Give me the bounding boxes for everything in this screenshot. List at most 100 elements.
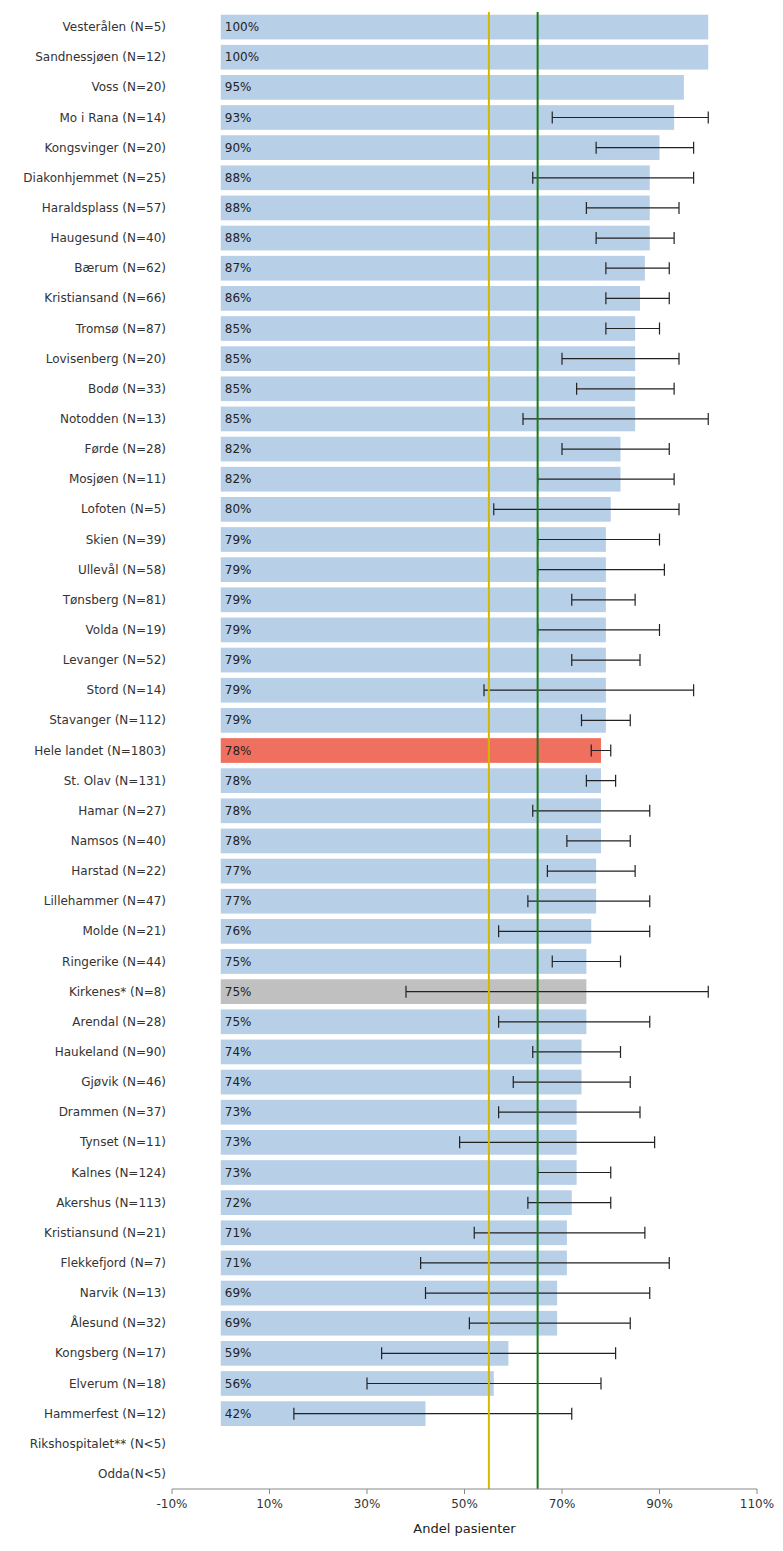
bar [221,648,606,673]
category-label: Sandnessjøen (N=12) [35,50,166,64]
error-bar [382,1347,616,1359]
category-label: Voss (N=20) [91,80,166,94]
error-bar [528,895,650,907]
reference-line [537,12,539,1489]
error-bar [406,986,708,998]
category-label: Diakonhjemmet (N=25) [23,171,166,185]
category-label: Lovisenberg (N=20) [46,352,166,366]
category-label: Gjøvik (N=46) [81,1075,166,1089]
data-label: 75% [225,1015,252,1029]
category-label: Molde (N=21) [82,924,166,938]
error-bar [586,202,679,214]
category-label: Førde (N=28) [85,442,166,456]
data-label: 73% [225,1166,252,1180]
data-label: 80% [225,502,252,516]
error-bar [484,684,694,696]
category-label: Mo i Rana (N=14) [59,111,166,125]
data-label: 88% [225,231,252,245]
data-label: 78% [225,744,252,758]
category-label: Ullevål (N=58) [78,563,166,577]
tick-label: 30% [354,1497,381,1511]
category-label: Tønsberg (N=81) [62,593,166,607]
error-bar [528,1197,611,1209]
bar [221,75,684,100]
error-bar [538,473,675,485]
data-label: 78% [225,834,252,848]
tick-label: 70% [549,1497,576,1511]
category-label: Ringerike (N=44) [62,955,166,969]
category-label: Elverum (N=18) [69,1377,166,1391]
data-label: 74% [225,1075,252,1089]
category-label: Haraldsplass (N=57) [42,201,166,215]
tick-label: 10% [256,1497,283,1511]
bar [221,226,650,251]
error-bar [421,1257,670,1269]
data-label: 59% [225,1346,252,1360]
error-bar [538,564,665,576]
error-bar [547,865,635,877]
bar [221,829,601,854]
category-label: Flekkefjord (N=7) [60,1256,166,1270]
data-label: 72% [225,1196,252,1210]
data-label: 56% [225,1377,252,1391]
data-label: 42% [225,1407,252,1421]
category-label: Stord (N=14) [87,683,166,697]
data-label: 79% [225,533,252,547]
tick [269,1489,270,1494]
category-label: Levanger (N=52) [63,653,166,667]
bar [221,135,660,160]
error-bar [552,956,620,968]
data-label: 69% [225,1286,252,1300]
error-bar [562,443,669,455]
error-bar [562,353,679,365]
error-bar [606,292,669,304]
bar [221,45,709,70]
data-label: 78% [225,774,252,788]
data-label: 85% [225,412,252,426]
bar [221,738,601,763]
data-label: 82% [225,472,252,486]
data-label: 82% [225,442,252,456]
data-label: 69% [225,1316,252,1330]
category-label: Rikshospitalet** (N<5) [30,1437,166,1451]
error-bar [606,323,660,335]
tick [757,1489,758,1494]
error-bar [499,925,650,937]
category-label: Odda(N<5) [98,1467,166,1481]
error-bar [533,805,650,817]
bar [221,708,606,733]
category-label: Ålesund (N=32) [71,1315,166,1330]
category-label: Notodden (N=13) [60,412,166,426]
data-label: 85% [225,322,252,336]
data-label: 74% [225,1045,252,1059]
error-bar [572,594,635,606]
error-bar [499,1106,640,1118]
error-bar [474,1227,645,1239]
bar [221,437,621,462]
category-label: Drammen (N=37) [59,1105,166,1119]
error-bar [533,1046,621,1058]
category-label: Namsos (N=40) [71,834,166,848]
data-label: 87% [225,261,252,275]
tick-label: -10% [156,1497,187,1511]
error-bar [596,142,694,154]
bar [221,949,587,974]
category-label: Kongsvinger (N=20) [44,141,166,155]
category-label: St. Olav (N=131) [64,774,166,788]
bar [221,196,650,221]
category-label: Hele landet (N=1803) [34,744,166,758]
error-bar [494,503,679,515]
category-label: Arendal (N=28) [72,1015,166,1029]
data-label: 100% [225,50,259,64]
data-label: 88% [225,171,252,185]
data-label: 79% [225,593,252,607]
error-bar [294,1408,572,1420]
data-label: 79% [225,563,252,577]
error-bar [469,1317,630,1329]
error-bar [552,112,708,124]
data-label: 79% [225,683,252,697]
tick [464,1489,465,1494]
bar [221,1160,577,1185]
tick [367,1489,368,1494]
tick-label: 110% [740,1497,774,1511]
